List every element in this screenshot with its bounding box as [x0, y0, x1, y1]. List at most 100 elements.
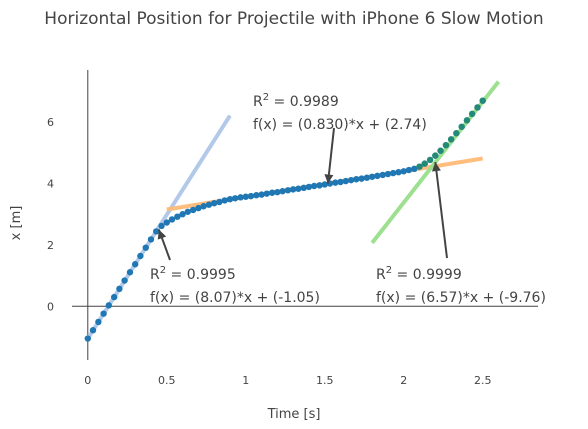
data-point-overlay — [463, 117, 471, 124]
data-point — [274, 188, 281, 196]
data-point — [363, 174, 371, 181]
data-point — [316, 182, 323, 189]
data-point — [347, 176, 355, 184]
y-tick-label: 0 — [47, 300, 54, 313]
annotation-arrow-line — [434, 161, 448, 259]
data-point — [210, 199, 218, 207]
data-point — [432, 152, 439, 159]
data-point-overlay — [437, 147, 444, 154]
data-point — [416, 163, 423, 170]
data-point — [231, 195, 239, 202]
data-point — [384, 170, 392, 178]
x-tick-label: 1 — [242, 374, 249, 387]
data-point — [195, 204, 202, 212]
data-point-overlay — [468, 110, 476, 118]
data-point — [221, 197, 228, 204]
annotation-arrow-line — [326, 127, 335, 184]
data-point — [168, 216, 176, 223]
data-point — [142, 244, 149, 251]
annotation-arrow-head — [324, 174, 334, 184]
y-tick-label: 2 — [47, 239, 54, 252]
data-point — [468, 110, 476, 118]
data-point — [253, 192, 260, 199]
data-point-overlay — [458, 123, 465, 130]
data-point — [158, 222, 165, 230]
data-point-overlay — [453, 130, 460, 137]
data-point — [147, 236, 155, 243]
annotation-arrow-head — [157, 229, 167, 240]
data-point — [463, 117, 471, 124]
annotation-arrow-head — [431, 162, 441, 172]
data-point — [200, 203, 207, 210]
data-point — [342, 177, 349, 185]
data-point — [89, 327, 97, 334]
data-point — [263, 190, 270, 197]
data-point — [110, 293, 118, 301]
data-point — [474, 104, 481, 111]
data-point — [100, 310, 107, 317]
data-point — [379, 171, 386, 179]
data-point — [226, 195, 234, 203]
data-point — [305, 183, 313, 191]
data-point — [479, 97, 486, 104]
data-point — [421, 160, 428, 167]
data-points — [84, 97, 486, 342]
data-point — [289, 186, 297, 193]
data-point — [179, 211, 186, 218]
fit-r2-label-3: R2 = 0.9999 — [376, 265, 462, 283]
data-point — [395, 168, 402, 176]
data-point — [242, 193, 249, 200]
data-point-overlay — [421, 160, 428, 167]
y-tick-label: 6 — [47, 116, 54, 129]
data-point-overlay — [426, 156, 434, 164]
data-point — [337, 178, 344, 186]
data-point — [358, 175, 365, 182]
data-point — [163, 219, 170, 226]
data-point — [374, 172, 381, 180]
data-point — [295, 185, 302, 192]
data-point — [237, 194, 244, 201]
x-tick-label: 0 — [84, 374, 91, 387]
fit-equation-label-1: f(x) = (8.07)*x + (-1.05) — [150, 290, 320, 306]
data-point — [310, 182, 318, 190]
axes: 0 0.5 1 1.5 2 2.5 0 2 4 6 — [47, 70, 538, 387]
chart-title: Horizontal Position for Projectile with … — [44, 9, 543, 29]
data-point — [437, 147, 444, 154]
data-point — [321, 181, 328, 188]
data-point — [131, 261, 139, 268]
data-point — [284, 187, 292, 194]
data-point — [137, 252, 144, 260]
data-point — [426, 156, 434, 164]
data-point — [279, 188, 286, 195]
data-point — [332, 179, 339, 186]
fit-annotations: R2 = 0.9995 f(x) = (8.07)*x + (-1.05) R2 =… — [150, 92, 546, 306]
data-point — [152, 228, 160, 235]
data-point — [247, 192, 255, 200]
y-axis-title: x [m] — [9, 206, 24, 241]
fit-equation-label-3: f(x) = (6.57)*x + (-9.76) — [376, 290, 546, 306]
data-point — [411, 165, 418, 173]
fit-r2-label-2: R2 = 0.9989 — [253, 92, 339, 110]
data-point-overlay — [432, 152, 439, 159]
y-tick-label: 4 — [47, 178, 54, 191]
data-point — [400, 168, 407, 175]
data-point — [405, 166, 413, 174]
x-tick-label: 1.5 — [316, 374, 334, 387]
data-point — [205, 201, 213, 208]
x-axis-title: Time [s] — [267, 407, 321, 422]
x-tick-label: 2.5 — [474, 374, 492, 387]
data-point — [84, 335, 91, 342]
data-point — [126, 269, 134, 276]
data-point — [442, 141, 450, 149]
data-point-overlay — [474, 104, 481, 111]
data-point — [353, 176, 360, 183]
data-point-overlay — [442, 141, 450, 149]
fit-equation-label-2: f(x) = (0.830)*x + (2.74) — [253, 117, 427, 133]
data-point — [121, 277, 128, 284]
data-point — [105, 302, 113, 309]
data-point — [268, 189, 276, 196]
data-point-overlay — [416, 163, 423, 170]
data-point — [116, 285, 123, 293]
data-point — [447, 136, 455, 143]
